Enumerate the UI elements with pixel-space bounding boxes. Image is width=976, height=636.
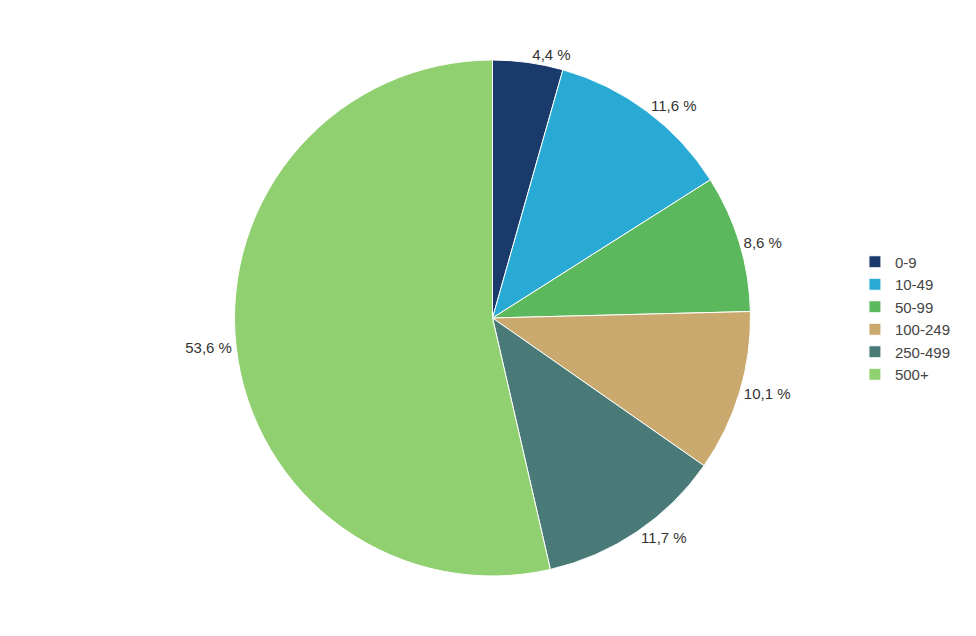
svg-text:0-9: 0-9 — [895, 254, 917, 271]
svg-text:50-99: 50-99 — [895, 299, 933, 316]
svg-text:8,6 %: 8,6 % — [744, 234, 782, 251]
svg-text:250-499: 250-499 — [895, 344, 950, 361]
svg-text:53,6 %: 53,6 % — [185, 339, 232, 356]
svg-text:10,1 %: 10,1 % — [744, 385, 791, 402]
svg-text:10-49: 10-49 — [895, 276, 933, 293]
svg-text:11,7 %: 11,7 % — [641, 529, 687, 546]
svg-text:4,4 %: 4,4 % — [532, 46, 570, 63]
svg-text:500+: 500+ — [895, 366, 929, 383]
svg-text:100-249: 100-249 — [895, 321, 950, 338]
svg-text:11,6 %: 11,6 % — [651, 97, 697, 114]
